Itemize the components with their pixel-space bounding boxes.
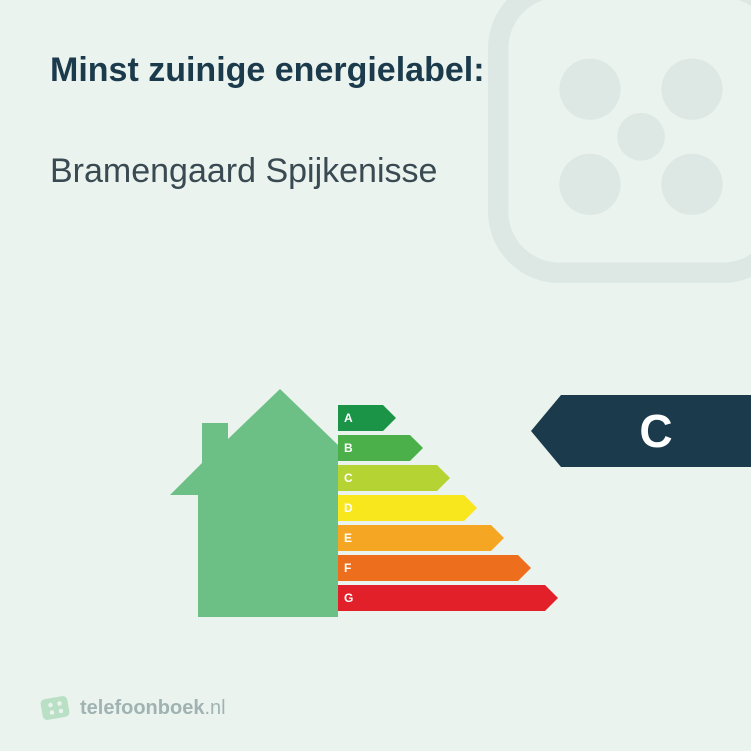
footer-text: telefoonboek.nl bbox=[80, 697, 226, 720]
bar-arrow-icon bbox=[491, 525, 504, 551]
footer-logo-icon bbox=[40, 693, 70, 723]
bar-label: E bbox=[344, 531, 352, 545]
energy-bar-e: E bbox=[338, 525, 545, 551]
bar-body: C bbox=[338, 465, 437, 491]
bar-body: G bbox=[338, 585, 545, 611]
rating-letter: C bbox=[639, 404, 672, 458]
bar-arrow-icon bbox=[464, 495, 477, 521]
rating-badge: C bbox=[561, 395, 751, 467]
footer: telefoonboek.nl bbox=[40, 693, 226, 723]
bar-label: D bbox=[344, 501, 353, 515]
bar-label: C bbox=[344, 471, 353, 485]
bar-arrow-icon bbox=[518, 555, 531, 581]
bar-arrow-icon bbox=[410, 435, 423, 461]
bar-body: D bbox=[338, 495, 464, 521]
bar-body: F bbox=[338, 555, 518, 581]
bar-arrow-icon bbox=[437, 465, 450, 491]
footer-brand-bold: telefoonboek bbox=[80, 697, 204, 720]
rating-arrow-icon bbox=[531, 395, 561, 467]
card-subtitle: Bramengaard Spijkenisse bbox=[50, 151, 701, 192]
energy-label-card: Minst zuinige energielabel: Bramengaard … bbox=[0, 0, 751, 751]
bar-body: A bbox=[338, 405, 383, 431]
card-title: Minst zuinige energielabel: bbox=[50, 50, 701, 91]
energy-bar-a: A bbox=[338, 405, 545, 431]
energy-bar-g: G bbox=[338, 585, 545, 611]
bar-arrow-icon bbox=[383, 405, 396, 431]
bar-label: F bbox=[344, 561, 351, 575]
bar-label: B bbox=[344, 441, 353, 455]
house-icon bbox=[170, 385, 338, 625]
bar-body: B bbox=[338, 435, 410, 461]
footer-brand-light: .nl bbox=[204, 697, 225, 720]
bar-body: E bbox=[338, 525, 491, 551]
energy-bar-f: F bbox=[338, 555, 545, 581]
energy-bar-c: C bbox=[338, 465, 545, 491]
bar-arrow-icon bbox=[545, 585, 558, 611]
bar-label: G bbox=[344, 591, 353, 605]
energy-bars: A B C D E F G bbox=[338, 405, 545, 615]
bar-label: A bbox=[344, 411, 353, 425]
energy-bar-b: B bbox=[338, 435, 545, 461]
energy-bar-d: D bbox=[338, 495, 545, 521]
